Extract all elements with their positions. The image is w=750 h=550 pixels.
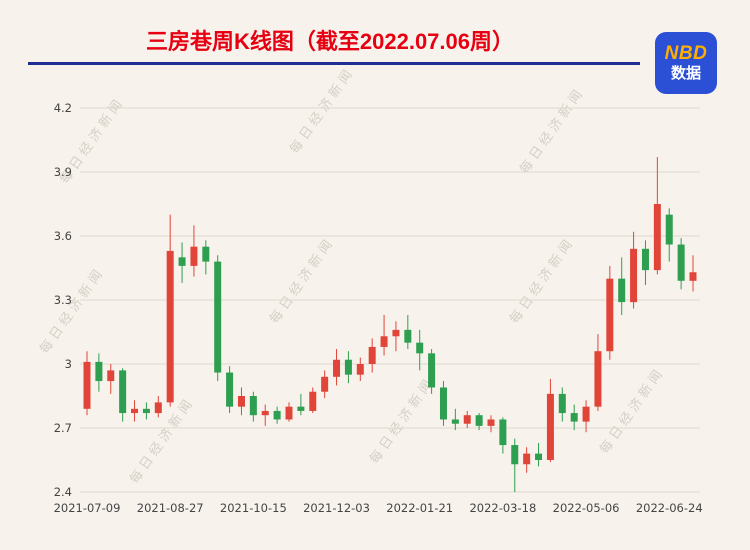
x-tick-label: 2022-01-21: [386, 501, 453, 515]
candle-body: [475, 415, 483, 426]
y-tick-label: 3.9: [54, 165, 72, 179]
candle-body: [119, 370, 127, 414]
candle-body: [380, 336, 388, 347]
candle-body: [321, 376, 329, 392]
nbd-logo-text: NBD: [664, 43, 708, 65]
candle-body: [344, 359, 352, 375]
candle-body: [594, 351, 602, 407]
candle-body: [142, 408, 150, 414]
candle-body: [499, 419, 507, 446]
candle-body: [273, 410, 281, 420]
candle-body: [451, 419, 459, 424]
y-tick-label: 4.2: [54, 101, 72, 115]
candle-body: [309, 391, 317, 411]
x-tick-label: 2021-10-15: [220, 501, 287, 515]
y-tick-label: 2.4: [54, 485, 72, 499]
candle-body: [570, 413, 578, 422]
title-divider: [28, 62, 640, 65]
candle-body: [166, 250, 174, 403]
candle-body: [214, 261, 222, 373]
nbd-logo: NBD 数据: [655, 32, 717, 94]
candle-body: [428, 353, 436, 388]
x-tick-label: 2021-08-27: [137, 501, 204, 515]
x-tick-label: 2022-06-24: [636, 501, 703, 515]
candle-body: [630, 248, 638, 303]
y-tick-label: 2.7: [54, 421, 72, 435]
candle-body: [131, 408, 139, 414]
candle-body: [95, 361, 103, 382]
candle-body: [677, 244, 685, 281]
candle-body: [546, 393, 554, 460]
x-tick-label: 2022-05-06: [553, 501, 620, 515]
candle-body: [582, 406, 590, 422]
nbd-logo-subtext: 数据: [670, 65, 701, 83]
candle-body: [653, 204, 661, 271]
candle-body: [368, 346, 376, 364]
candle-body: [463, 415, 471, 424]
candle-body: [665, 214, 673, 245]
candle-body: [356, 364, 364, 375]
candle-body: [202, 246, 210, 262]
candle-body: [285, 406, 293, 420]
candle-body: [535, 453, 543, 460]
candle-body: [261, 410, 269, 416]
candle-body: [511, 445, 519, 465]
candle-body: [416, 342, 424, 354]
candle-body: [190, 246, 198, 266]
x-tick-label: 2021-07-09: [54, 501, 121, 515]
y-tick-label: 3: [65, 357, 72, 371]
candle-body: [689, 272, 697, 281]
candle-body: [333, 359, 341, 377]
x-tick-label: 2021-12-03: [303, 501, 370, 515]
candle-body: [523, 453, 531, 465]
candle-body: [226, 372, 234, 407]
candle-body: [107, 370, 115, 382]
candle-body: [178, 257, 186, 266]
candle-body: [618, 278, 626, 303]
y-tick-label: 3.3: [54, 293, 72, 307]
candle-body: [83, 361, 91, 409]
candle-body: [249, 396, 257, 416]
candle-body: [237, 396, 245, 407]
candle-body: [392, 329, 400, 337]
candle-body: [439, 387, 447, 420]
candle-body: [558, 393, 566, 414]
candle-body: [297, 406, 305, 411]
candle-body: [404, 329, 412, 343]
y-tick-label: 3.6: [54, 229, 72, 243]
x-tick-label: 2022-03-18: [469, 501, 536, 515]
candle-body: [606, 278, 614, 352]
candle-body: [641, 248, 649, 271]
candle-body: [487, 419, 495, 426]
candle-body: [154, 402, 162, 414]
chart-title: 三房巷周K线图（截至2022.07.06周）: [146, 29, 514, 54]
